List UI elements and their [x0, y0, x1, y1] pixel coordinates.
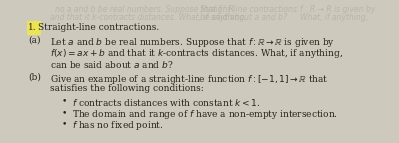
Text: •: •	[62, 120, 67, 129]
Text: Straight-line contractions.: Straight-line contractions.	[38, 23, 159, 32]
Text: be said about a and b?: be said about a and b?	[200, 13, 287, 22]
Text: •: •	[62, 108, 67, 117]
Text: Let $a$ and $b$ be real numbers. Suppose that $f : \mathbb{R} \rightarrow \mathb: Let $a$ and $b$ be real numbers. Suppose…	[50, 36, 335, 49]
Text: $f$ has no fixed point.: $f$ has no fixed point.	[72, 120, 164, 133]
Text: Give an example of a straight-line function $f : [-1,1] \rightarrow \mathbb{R}$ : Give an example of a straight-line funct…	[50, 73, 328, 86]
Text: (a): (a)	[28, 36, 41, 45]
Text: What, if anything,: What, if anything,	[300, 13, 368, 22]
Text: satisfies the following conditions:: satisfies the following conditions:	[50, 84, 204, 93]
Text: f : R → R is given by: f : R → R is given by	[300, 5, 375, 14]
Text: Straight-line contractions.: Straight-line contractions.	[200, 5, 299, 14]
FancyBboxPatch shape	[27, 21, 41, 35]
Text: $f$ contracts distances with constant $k < 1$.: $f$ contracts distances with constant $k…	[72, 97, 261, 108]
Text: (b): (b)	[28, 73, 41, 82]
Text: and that it k-contracts distances. What, if anything,: and that it k-contracts distances. What,…	[50, 13, 247, 22]
Text: $f(x) = ax + b$ and that it $k$-contracts distances. What, if anything,: $f(x) = ax + b$ and that it $k$-contract…	[50, 47, 343, 60]
Text: •: •	[62, 97, 67, 106]
Text: can be said about $a$ and $b$?: can be said about $a$ and $b$?	[50, 59, 174, 70]
Text: no a and b be real numbers. Suppose that f : R: no a and b be real numbers. Suppose that…	[55, 5, 234, 14]
Text: The domain and range of $f$ have a non-empty intersection.: The domain and range of $f$ have a non-e…	[72, 108, 338, 121]
Text: 1.: 1.	[28, 23, 37, 32]
